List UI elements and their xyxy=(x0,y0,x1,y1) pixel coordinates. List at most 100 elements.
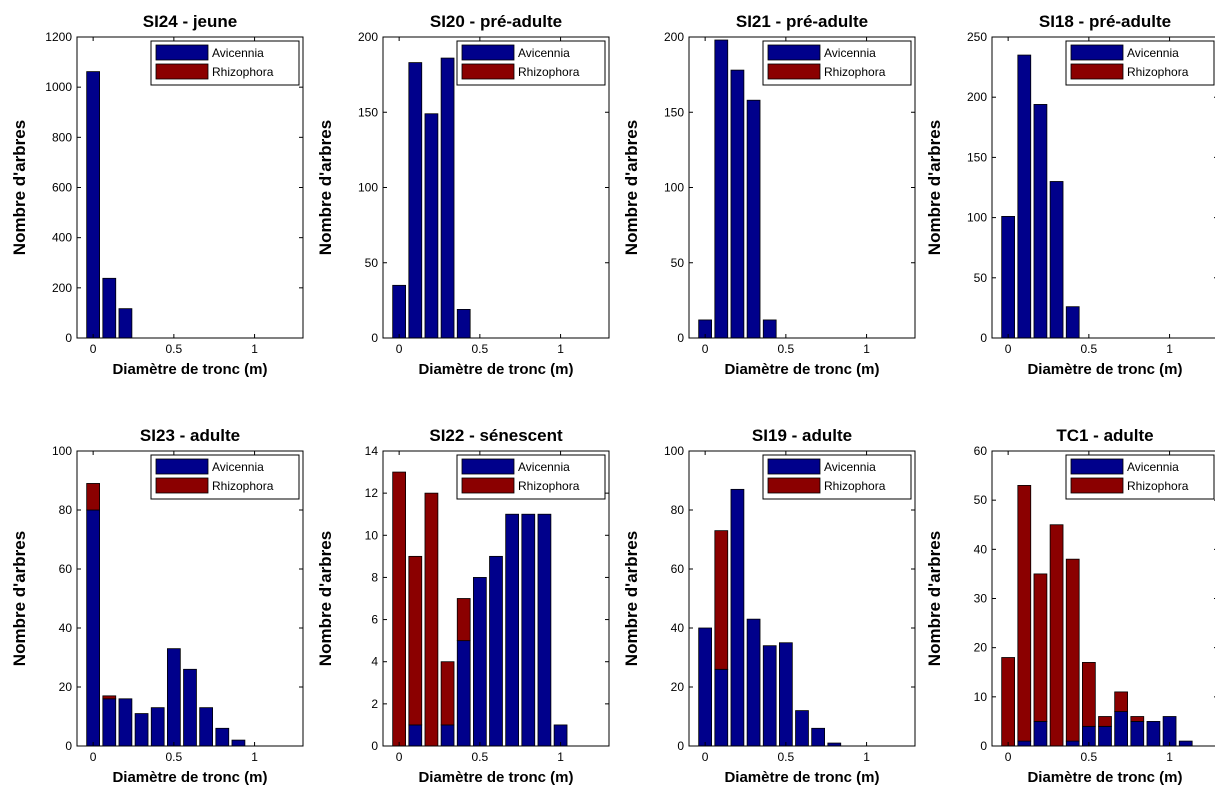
bar-avicennia xyxy=(456,309,471,339)
bar-rhizophora xyxy=(102,695,117,700)
bar-avicennia xyxy=(150,707,165,747)
bar-avicennia xyxy=(1033,104,1048,339)
bar-avicennia xyxy=(86,71,101,339)
bar-avicennia xyxy=(1033,721,1048,747)
axes-box xyxy=(382,450,610,747)
y-tick-label: 0 xyxy=(65,331,72,345)
y-tick-label: 100 xyxy=(52,444,72,458)
bar-avicennia xyxy=(440,57,455,339)
legend: Avicennia Rhizophora xyxy=(762,454,912,500)
y-axis-label: Nombre d'arbres xyxy=(316,531,335,666)
bar-avicennia xyxy=(472,577,487,747)
chart-title: SI23 - adulte xyxy=(140,426,240,445)
y-tick-label: 60 xyxy=(974,444,988,458)
legend: Avicennia Rhizophora xyxy=(150,454,300,500)
bar-avicennia xyxy=(1178,740,1193,747)
chart-title: TC1 - adulte xyxy=(1056,426,1153,445)
y-tick-label: 20 xyxy=(974,641,988,655)
legend-label: Rhizophora xyxy=(824,65,886,79)
legend-swatch-rhizophora xyxy=(155,63,209,80)
x-tick-label: 0 xyxy=(396,750,403,764)
chart-panel: 0 2 4 6 8 10 12 14 0 0.5 1 SI22 - sénescent Diamètre… xyxy=(316,426,610,786)
legend-label: Rhizophora xyxy=(1127,479,1189,493)
legend-label: Rhizophora xyxy=(824,479,886,493)
bar-avicennia xyxy=(102,277,117,339)
y-tick-label: 60 xyxy=(671,562,685,576)
legend-swatch-avicennia xyxy=(461,458,515,475)
bar-avicennia xyxy=(1001,215,1016,339)
chart-panel: 0 10 20 30 40 50 60 0 0.5 1 TC1 - adulte Diamètre d… xyxy=(925,426,1215,786)
bar-avicennia xyxy=(1065,306,1080,339)
y-tick-label: 2 xyxy=(371,697,378,711)
y-axis-label: Nombre d'arbres xyxy=(10,120,29,255)
y-tick-label: 200 xyxy=(52,281,72,295)
bar-avicennia xyxy=(118,308,133,339)
chart-title: SI19 - adulte xyxy=(752,426,852,445)
legend-label: Avicennia xyxy=(1127,460,1179,474)
legend-label: Rhizophora xyxy=(1127,65,1189,79)
bar-rhizophora xyxy=(1033,573,1048,722)
x-tick-label: 0 xyxy=(90,750,97,764)
bar-rhizophora xyxy=(1114,691,1128,712)
y-tick-label: 250 xyxy=(967,30,987,44)
y-tick-label: 20 xyxy=(671,680,685,694)
x-tick-label: 0 xyxy=(702,750,709,764)
bar-avicennia xyxy=(1114,711,1128,747)
y-tick-label: 400 xyxy=(52,231,72,245)
legend-swatch-rhizophora xyxy=(461,63,515,80)
x-tick-label: 0.5 xyxy=(166,750,183,764)
legend-label: Rhizophora xyxy=(518,65,580,79)
y-tick-label: 8 xyxy=(371,570,378,584)
axes-box xyxy=(76,450,304,747)
y-tick-label: 4 xyxy=(371,655,378,669)
y-tick-label: 100 xyxy=(664,444,684,458)
bar-avicennia xyxy=(505,513,519,747)
bar-avicennia xyxy=(134,713,149,747)
y-axis-label: Nombre d'arbres xyxy=(10,531,29,666)
bar-avicennia xyxy=(166,648,181,747)
bar-avicennia xyxy=(183,668,197,747)
legend-swatch-rhizophora xyxy=(1070,63,1124,80)
y-tick-label: 100 xyxy=(358,181,378,195)
chart-panel: 0 50 100 150 200 0 0.5 1 SI21 - pré-adulte Diamèt… xyxy=(622,12,916,378)
y-axis-label: Nombre d'arbres xyxy=(622,120,641,255)
x-tick-label: 0 xyxy=(1005,342,1012,356)
x-tick-label: 0.5 xyxy=(1081,750,1098,764)
y-tick-label: 12 xyxy=(365,486,379,500)
legend: Avicennia Rhizophora xyxy=(762,40,912,86)
y-tick-label: 20 xyxy=(59,680,73,694)
y-tick-label: 200 xyxy=(967,90,987,104)
y-tick-label: 30 xyxy=(974,592,988,606)
legend-swatch-avicennia xyxy=(461,44,515,61)
bar-avicennia xyxy=(795,710,809,747)
chart-panel: 0 20 40 60 80 100 0 0.5 1 SI19 - adulte Diamètre d… xyxy=(622,426,916,786)
bar-avicennia xyxy=(424,113,439,339)
y-tick-label: 100 xyxy=(967,211,987,225)
bar-avicennia xyxy=(408,62,423,339)
x-axis-label: Diamètre de tronc (m) xyxy=(418,769,573,786)
x-axis-label: Diamètre de tronc (m) xyxy=(1027,769,1182,786)
legend-label: Avicennia xyxy=(1127,46,1179,60)
y-tick-label: 14 xyxy=(365,444,379,458)
x-tick-label: 0 xyxy=(702,342,709,356)
y-tick-label: 150 xyxy=(967,150,987,164)
bar-avicennia xyxy=(730,488,745,747)
bar-avicennia xyxy=(746,618,761,747)
bar-avicennia xyxy=(762,319,777,339)
y-tick-label: 60 xyxy=(59,562,73,576)
y-axis-label: Nombre d'arbres xyxy=(316,120,335,255)
y-tick-label: 1000 xyxy=(45,80,72,94)
legend-swatch-avicennia xyxy=(767,458,821,475)
bar-rhizophora xyxy=(1130,716,1145,722)
y-axis-label: Nombre d'arbres xyxy=(925,120,944,255)
legend: Avicennia Rhizophora xyxy=(1065,40,1215,86)
bar-avicennia xyxy=(118,698,133,747)
bar-avicennia xyxy=(1049,181,1064,339)
y-tick-label: 0 xyxy=(980,739,987,753)
legend-swatch-rhizophora xyxy=(767,63,821,80)
y-tick-label: 50 xyxy=(974,271,988,285)
legend: Avicennia Rhizophora xyxy=(150,40,300,86)
bar-avicennia xyxy=(86,509,101,747)
x-tick-label: 0.5 xyxy=(1081,342,1098,356)
bar-avicennia xyxy=(392,284,406,339)
